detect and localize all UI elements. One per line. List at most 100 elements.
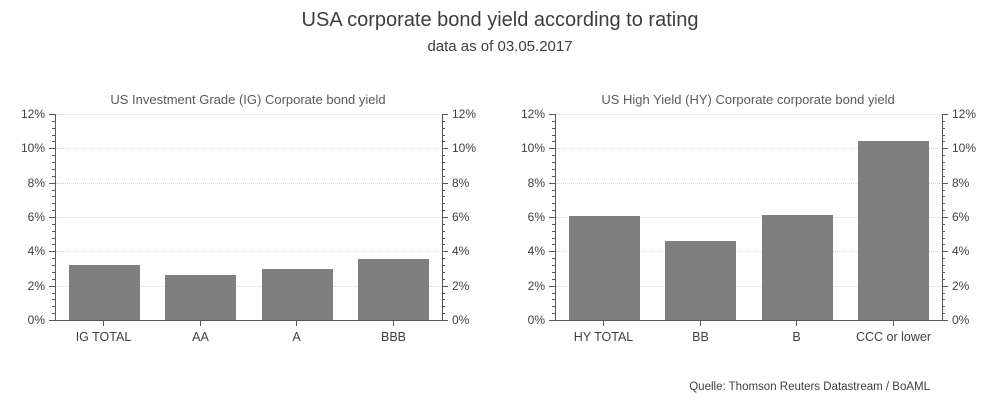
hy-bond-yield-chart: US High Yield (HY) Corporate corporate b… bbox=[517, 88, 983, 356]
x-axis-tick bbox=[103, 321, 104, 326]
y-axis-major-tick bbox=[49, 217, 55, 218]
y-axis-major-tick bbox=[49, 148, 55, 149]
y-axis-major-tick bbox=[442, 148, 448, 149]
bar bbox=[262, 269, 333, 320]
y-axis-minor-tick bbox=[442, 210, 445, 211]
y-axis-minor-tick bbox=[52, 135, 55, 136]
y-axis-minor-tick bbox=[52, 224, 55, 225]
y-axis-minor-tick bbox=[442, 169, 445, 170]
y-axis-minor-tick bbox=[52, 279, 55, 280]
y-axis-label: 8% bbox=[27, 176, 45, 190]
y-axis-minor-tick bbox=[942, 244, 945, 245]
x-axis-tick bbox=[393, 321, 394, 326]
x-axis-tick bbox=[296, 321, 297, 326]
y-axis-minor-tick bbox=[552, 265, 555, 266]
y-axis-minor-tick bbox=[942, 196, 945, 197]
y-axis-minor-tick bbox=[942, 121, 945, 122]
gridline bbox=[556, 285, 942, 287]
y-axis-minor-tick bbox=[52, 210, 55, 211]
y-axis-minor-tick bbox=[52, 128, 55, 129]
y-axis-minor-tick bbox=[52, 272, 55, 273]
y-axis-minor-tick bbox=[552, 238, 555, 239]
y-axis-major-tick bbox=[549, 286, 555, 287]
y-axis-minor-tick bbox=[552, 306, 555, 307]
y-axis-major-tick bbox=[942, 114, 948, 115]
y-axis-major-tick bbox=[49, 320, 55, 321]
y-axis-minor-tick bbox=[552, 272, 555, 273]
y-axis-minor-tick bbox=[442, 265, 445, 266]
page-title: USA corporate bond yield according to ra… bbox=[301, 9, 699, 31]
y-axis-minor-tick bbox=[442, 244, 445, 245]
gridline bbox=[556, 148, 942, 150]
y-axis-minor-tick bbox=[942, 128, 945, 129]
y-axis-major-tick bbox=[442, 114, 448, 115]
y-axis-label: 8% bbox=[952, 176, 970, 190]
y-axis-major-tick bbox=[49, 286, 55, 287]
y-axis-minor-tick bbox=[552, 121, 555, 122]
page-subtitle: data as of 03.05.2017 bbox=[427, 38, 573, 55]
y-axis-major-tick bbox=[442, 251, 448, 252]
bar bbox=[665, 241, 736, 320]
y-axis-major-tick bbox=[549, 251, 555, 252]
gridline bbox=[556, 251, 942, 253]
y-axis-minor-tick bbox=[442, 238, 445, 239]
y-axis-minor-tick bbox=[52, 155, 55, 156]
gridline bbox=[556, 182, 942, 184]
y-axis-minor-tick bbox=[442, 272, 445, 273]
y-axis-minor-tick bbox=[52, 169, 55, 170]
y-axis-minor-tick bbox=[442, 299, 445, 300]
y-axis-major-tick bbox=[942, 148, 948, 149]
y-axis-minor-tick bbox=[552, 128, 555, 129]
y-axis-minor-tick bbox=[552, 299, 555, 300]
y-axis-major-tick bbox=[942, 320, 948, 321]
y-axis-minor-tick bbox=[552, 203, 555, 204]
y-axis-minor-tick bbox=[442, 231, 445, 232]
y-axis-label: 6% bbox=[952, 210, 970, 224]
y-axis-label: 6% bbox=[27, 210, 45, 224]
y-axis-minor-tick bbox=[52, 231, 55, 232]
y-axis-minor-tick bbox=[552, 231, 555, 232]
y-axis-minor-tick bbox=[942, 306, 945, 307]
y-axis-minor-tick bbox=[442, 128, 445, 129]
y-axis-major-tick bbox=[942, 251, 948, 252]
y-axis-label: 4% bbox=[527, 244, 545, 258]
y-axis-label: 2% bbox=[527, 279, 545, 293]
y-axis-minor-tick bbox=[52, 293, 55, 294]
y-axis-minor-tick bbox=[942, 238, 945, 239]
y-axis-minor-tick bbox=[52, 238, 55, 239]
gridline bbox=[56, 285, 442, 287]
y-axis-minor-tick bbox=[52, 176, 55, 177]
y-axis-label: 10% bbox=[452, 141, 477, 155]
gridline bbox=[556, 114, 942, 115]
y-axis-label: 2% bbox=[452, 279, 470, 293]
y-axis-label: 8% bbox=[527, 176, 545, 190]
y-axis-minor-tick bbox=[442, 293, 445, 294]
y-axis-label: 0% bbox=[952, 313, 970, 327]
y-axis-major-tick bbox=[549, 320, 555, 321]
y-axis-label: 2% bbox=[27, 279, 45, 293]
y-axis-minor-tick bbox=[442, 190, 445, 191]
gridline bbox=[56, 251, 442, 253]
y-axis-minor-tick bbox=[552, 135, 555, 136]
y-axis-label: 6% bbox=[527, 210, 545, 224]
category-label: HY TOTAL bbox=[573, 330, 634, 344]
category-label: B bbox=[792, 330, 801, 344]
y-axis-minor-tick bbox=[442, 141, 445, 142]
y-axis-minor-tick bbox=[942, 210, 945, 211]
x-axis-tick bbox=[893, 321, 894, 326]
y-axis-minor-tick bbox=[552, 162, 555, 163]
y-axis-label: 10% bbox=[520, 141, 545, 155]
category-label: BBB bbox=[380, 330, 406, 344]
y-axis-label: 0% bbox=[527, 313, 545, 327]
category-label: CCC or lower bbox=[855, 330, 931, 344]
ig-bond-yield-chart: US Investment Grade (IG) Corporate bond … bbox=[17, 88, 483, 356]
y-axis-major-tick bbox=[442, 320, 448, 321]
bar bbox=[358, 259, 429, 320]
y-axis-minor-tick bbox=[442, 135, 445, 136]
y-axis-minor-tick bbox=[942, 265, 945, 266]
y-axis-major-tick bbox=[549, 183, 555, 184]
y-axis-label: 6% bbox=[452, 210, 470, 224]
y-axis-minor-tick bbox=[552, 196, 555, 197]
y-axis-label: 0% bbox=[452, 313, 470, 327]
